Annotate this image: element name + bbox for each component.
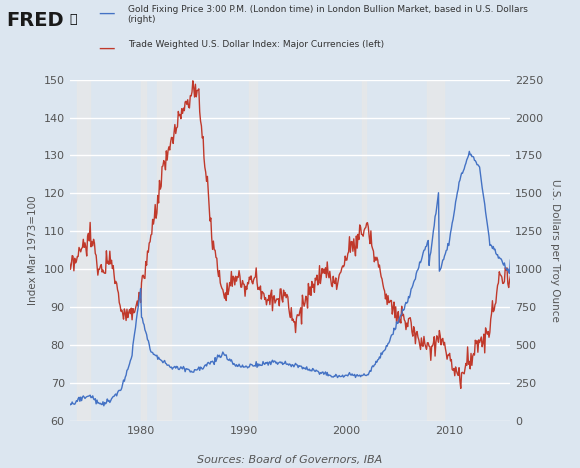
Bar [77, 80, 90, 421]
Text: —: — [99, 3, 115, 22]
Text: FRED: FRED [6, 10, 63, 29]
Text: Gold Fixing Price 3:00 P.M. (London time) in London Bullion Market, based in U.S: Gold Fixing Price 3:00 P.M. (London time… [128, 5, 527, 24]
Y-axis label: Index Mar 1973=100: Index Mar 1973=100 [28, 196, 38, 305]
Text: —: — [99, 38, 115, 57]
Bar [157, 80, 171, 421]
Y-axis label: U.S. Dollars per Troy Ounce: U.S. Dollars per Troy Ounce [550, 179, 560, 322]
Text: Trade Weighted U.S. Dollar Index: Major Currencies (left): Trade Weighted U.S. Dollar Index: Major … [128, 40, 384, 49]
Bar [142, 80, 147, 421]
Text: 📈: 📈 [70, 13, 77, 26]
Bar [249, 80, 257, 421]
Bar [362, 80, 366, 421]
Bar [427, 80, 444, 421]
Text: Sources: Board of Governors, IBA: Sources: Board of Governors, IBA [197, 455, 383, 465]
